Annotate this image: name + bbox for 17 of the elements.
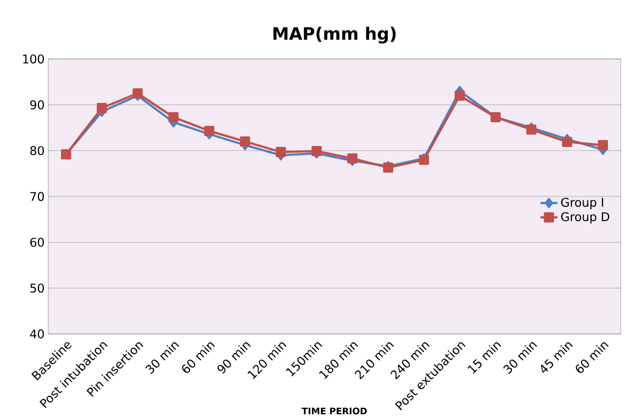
x-tick-label: 45 min bbox=[540, 342, 573, 373]
y-tick-label: 80 bbox=[30, 146, 44, 156]
legend-label: Group D bbox=[561, 212, 610, 224]
y-tick-label: 90 bbox=[30, 100, 44, 110]
y-tick-label: 60 bbox=[30, 238, 44, 247]
x-tick-label: 15 min bbox=[468, 342, 502, 374]
legend-label: Group I bbox=[561, 198, 604, 210]
x-tick-label: 30 min bbox=[503, 342, 538, 374]
y-tick-label: 50 bbox=[30, 284, 44, 293]
chart-title: MAP(mm hg) bbox=[273, 26, 396, 44]
x-tick-label: 60 min bbox=[576, 342, 609, 373]
x-axis-title: TIME PERIOD bbox=[302, 408, 367, 414]
x-tick-label: 60 min bbox=[182, 342, 215, 373]
y-tick-label: 40 bbox=[30, 329, 44, 338]
y-tick-label: 100 bbox=[23, 54, 44, 64]
y-tick-label: 70 bbox=[30, 192, 44, 201]
x-tick-label: 30 min bbox=[145, 342, 180, 374]
